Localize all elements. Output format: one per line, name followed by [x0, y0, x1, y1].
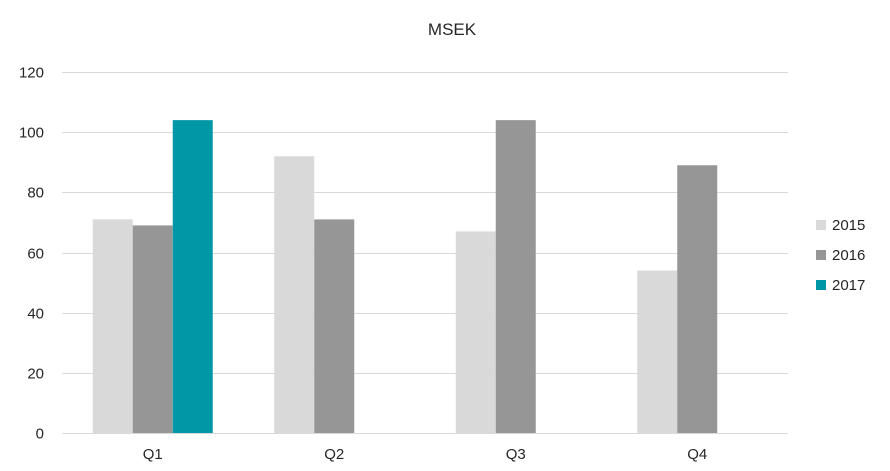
- bars: [92, 120, 718, 433]
- bar-2015-Q2: [274, 156, 315, 433]
- legend-label-2017: 2017: [832, 277, 865, 294]
- legend: 2015 2016 2017: [816, 217, 865, 294]
- bar-2015-Q1: [92, 219, 133, 433]
- x-tick-label: Q4: [687, 446, 707, 463]
- y-tick-label: 20: [27, 366, 44, 383]
- x-tick-label: Q3: [506, 446, 526, 463]
- y-tick-label: 80: [27, 185, 44, 202]
- bar-2016-Q2: [314, 219, 355, 433]
- y-tick-label: 40: [27, 306, 44, 323]
- y-tick-label: 120: [19, 65, 44, 82]
- bar-2016-Q4: [677, 165, 718, 433]
- bar-2015-Q3: [455, 231, 496, 433]
- y-axis-ticks: 0 20 40 60 80 100 120: [19, 65, 44, 443]
- legend-label-2016: 2016: [832, 247, 865, 264]
- legend-swatch-2015: [816, 220, 826, 230]
- x-tick-label: Q2: [324, 446, 344, 463]
- bar-2015-Q4: [637, 270, 678, 433]
- legend-label-2015: 2015: [832, 217, 865, 234]
- y-tick-label: 60: [27, 246, 44, 263]
- y-tick-label: 100: [19, 125, 44, 142]
- chart-title: MSEK: [428, 20, 477, 39]
- bar-2016-Q1: [132, 225, 173, 433]
- bar-2017-Q1: [172, 120, 213, 433]
- x-tick-label: Q1: [143, 446, 163, 463]
- legend-swatch-2017: [816, 280, 826, 290]
- x-axis-ticks: Q1 Q2 Q3 Q4: [143, 446, 708, 463]
- bar-2016-Q3: [495, 120, 536, 433]
- legend-swatch-2016: [816, 250, 826, 260]
- y-tick-label: 0: [36, 426, 44, 443]
